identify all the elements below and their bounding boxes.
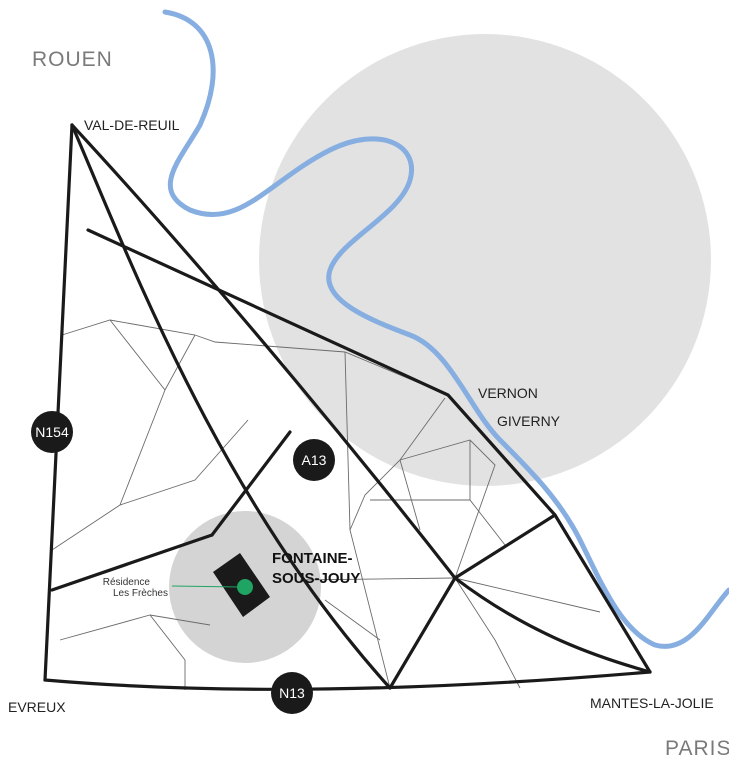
vernon-area-zone bbox=[259, 34, 711, 486]
road-badge-a13-label: A13 bbox=[302, 452, 327, 468]
city-label-val-de-reuil: VAL-DE-REUIL bbox=[84, 117, 180, 133]
city-label-giverny: GIVERNY bbox=[497, 413, 561, 429]
road-badge-n154-label: N154 bbox=[35, 424, 69, 440]
seine-river bbox=[162, 9, 729, 649]
road-badge-n13[interactable]: N13 bbox=[271, 672, 313, 714]
city-label-vernon: VERNON bbox=[478, 385, 538, 401]
minor-roads bbox=[51, 319, 601, 690]
residence-leader-line bbox=[171, 585, 241, 588]
region-label-paris: PARIS bbox=[665, 737, 729, 760]
city-label-evreux: EVREUX bbox=[8, 699, 66, 715]
town-label-line1: FONTAINE- bbox=[272, 550, 353, 567]
residence-label-line1: Résidence bbox=[103, 577, 151, 588]
road-badge-n13-label: N13 bbox=[279, 685, 305, 701]
city-label-mantes: MANTES-LA-JOLIE bbox=[590, 695, 714, 711]
region-label-rouen: ROUEN bbox=[32, 48, 113, 71]
road-badge-a13[interactable]: A13 bbox=[293, 439, 335, 481]
residence-label-line2: Les Frèches bbox=[113, 588, 168, 599]
main-roads bbox=[43, 123, 652, 691]
road-badge-n154[interactable]: N154 bbox=[31, 411, 73, 453]
residence-marker[interactable] bbox=[237, 579, 253, 595]
town-label-line2: SOUS-JOUY bbox=[272, 570, 360, 587]
